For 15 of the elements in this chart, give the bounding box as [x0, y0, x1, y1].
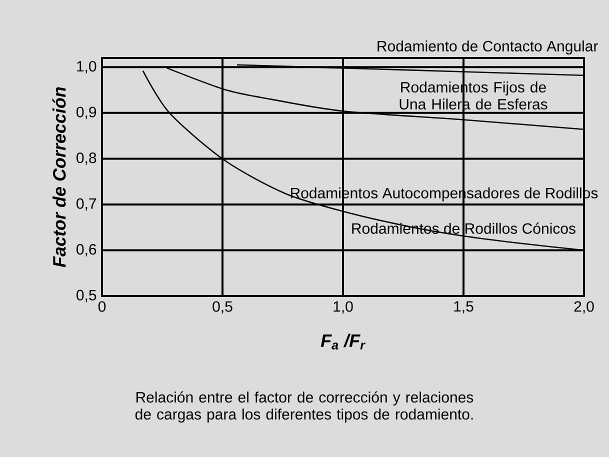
y-tick-label: 1,0 — [77, 60, 96, 74]
y-tick-label: 0,5 — [76, 290, 96, 302]
y-axis-title: Factor de Corrección — [52, 87, 66, 268]
x-tick-label: 2,0 — [574, 301, 594, 314]
y-tick-label: 0,7 — [76, 198, 96, 211]
series-label: Rodamiento de Contacto Angular — [378, 40, 598, 54]
y-tick-label: 0,6 — [76, 244, 96, 256]
x-tick-label: 1,0 — [334, 301, 353, 314]
x-tick-label: 0 — [98, 301, 106, 312]
text: Relación entre el factor de corrección y relaciones de cargas para los diferentes tipos de rodamiento. — [135, 391, 474, 423]
y-tick-label: 0,9 — [76, 106, 96, 120]
x-tick-label: 1,5 — [454, 301, 474, 314]
y-tick-label: 0,8 — [76, 152, 96, 165]
x-axis-title: F$_{a}$ /F$_{r}$ — [320, 334, 366, 350]
x-tick-label: 0,5 — [212, 301, 232, 314]
